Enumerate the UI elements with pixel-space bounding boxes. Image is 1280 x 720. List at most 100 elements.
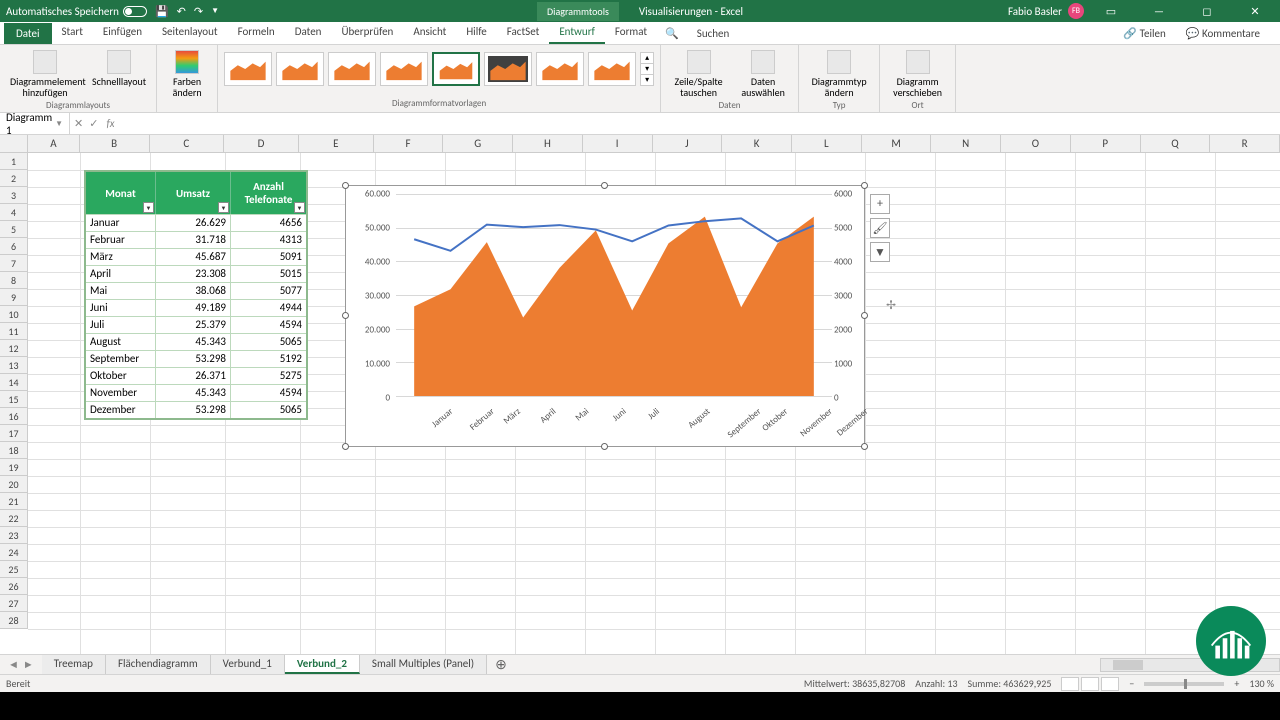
plot-area[interactable] — [396, 194, 832, 396]
col-header-P[interactable]: P — [1071, 135, 1141, 152]
chart-style-7[interactable] — [536, 52, 584, 86]
search-icon[interactable]: 🔍 — [657, 23, 687, 44]
maximize-button[interactable]: ◻ — [1186, 0, 1228, 22]
sheet-tab-small-multiples--panel-[interactable]: Small Multiples (Panel) — [360, 655, 487, 674]
add-chart-element-button[interactable]: Diagrammelement hinzufügen — [6, 48, 84, 100]
row-header-21[interactable]: 21 — [0, 493, 28, 510]
share-button[interactable]: 🔗 Teilen — [1113, 23, 1175, 44]
table-header-2[interactable]: Anzahl Telefonate▼ — [231, 172, 306, 214]
col-header-L[interactable]: L — [792, 135, 862, 152]
page-layout-view-button[interactable] — [1081, 677, 1099, 691]
col-header-N[interactable]: N — [931, 135, 1001, 152]
ribbon-options-icon[interactable]: ▭ — [1090, 0, 1132, 22]
chart-style-4[interactable] — [380, 52, 428, 86]
table-row[interactable]: April23.3085015 — [86, 265, 306, 282]
row-header-7[interactable]: 7 — [0, 255, 28, 272]
menu-tab-einfügen[interactable]: Einfügen — [93, 21, 152, 44]
autosave-toggle[interactable]: Automatisches Speichern — [6, 5, 147, 18]
row-header-24[interactable]: 24 — [0, 544, 28, 561]
row-header-8[interactable]: 8 — [0, 272, 28, 289]
select-data-button[interactable]: Daten auswählen — [734, 48, 792, 100]
file-tab[interactable]: Datei — [4, 23, 52, 44]
chart-elements-button[interactable]: + — [870, 194, 890, 214]
menu-tab-ansicht[interactable]: Ansicht — [403, 21, 456, 44]
change-colors-button[interactable]: Farben ändern — [163, 48, 211, 111]
chart-filter-button[interactable]: ▼ — [870, 242, 890, 262]
table-row[interactable]: Februar31.7184313 — [86, 231, 306, 248]
table-row[interactable]: Juni49.1894944 — [86, 299, 306, 316]
sheet-tab-treemap[interactable]: Treemap — [42, 655, 106, 674]
col-header-I[interactable]: I — [583, 135, 653, 152]
row-header-10[interactable]: 10 — [0, 306, 28, 323]
row-header-16[interactable]: 16 — [0, 408, 28, 425]
filter-icon[interactable]: ▼ — [294, 202, 305, 213]
menu-tab-format[interactable]: Format — [605, 21, 657, 44]
table-row[interactable]: Mai38.0685077 — [86, 282, 306, 299]
chart-style-2[interactable] — [276, 52, 324, 86]
row-header-3[interactable]: 3 — [0, 187, 28, 204]
filter-icon[interactable]: ▼ — [143, 202, 154, 213]
page-break-view-button[interactable] — [1101, 677, 1119, 691]
col-header-B[interactable]: B — [80, 135, 150, 152]
col-header-H[interactable]: H — [513, 135, 583, 152]
redo-icon[interactable]: ↷ — [194, 5, 203, 18]
tab-nav-next-icon[interactable]: ► — [23, 658, 34, 671]
col-header-D[interactable]: D — [224, 135, 299, 152]
row-header-27[interactable]: 27 — [0, 595, 28, 612]
table-row[interactable]: Dezember53.2985065 — [86, 401, 306, 418]
filter-icon[interactable]: ▼ — [218, 202, 229, 213]
chart-styles-button[interactable]: 🖌 — [870, 218, 890, 238]
row-header-23[interactable]: 23 — [0, 527, 28, 544]
menu-tab-entwurf[interactable]: Entwurf — [549, 21, 605, 44]
chart-style-8[interactable] — [588, 52, 636, 86]
row-header-28[interactable]: 28 — [0, 612, 28, 629]
row-header-17[interactable]: 17 — [0, 425, 28, 442]
sheet-tab-verbund-1[interactable]: Verbund_1 — [211, 655, 285, 674]
col-header-C[interactable]: C — [150, 135, 225, 152]
col-header-K[interactable]: K — [722, 135, 792, 152]
col-header-G[interactable]: G — [443, 135, 513, 152]
table-row[interactable]: Oktober26.3715275 — [86, 367, 306, 384]
chart-style-3[interactable] — [328, 52, 376, 86]
change-chart-type-button[interactable]: Diagrammtyp ändern — [805, 48, 873, 100]
menu-tab-factset[interactable]: FactSet — [497, 21, 550, 44]
row-header-4[interactable]: 4 — [0, 204, 28, 221]
move-chart-button[interactable]: Diagramm verschieben — [886, 48, 949, 100]
row-header-9[interactable]: 9 — [0, 289, 28, 306]
undo-icon[interactable]: ↶ — [177, 5, 186, 18]
table-row[interactable]: November45.3434594 — [86, 384, 306, 401]
row-header-2[interactable]: 2 — [0, 170, 28, 187]
user-avatar[interactable]: FB — [1068, 3, 1084, 19]
zoom-out-button[interactable]: − — [1129, 677, 1134, 690]
table-header-1[interactable]: Umsatz▼ — [156, 172, 231, 214]
table-row[interactable]: Juli25.3794594 — [86, 316, 306, 333]
table-row[interactable]: Januar26.6294656 — [86, 214, 306, 231]
menu-tab-überprüfen[interactable]: Überprüfen — [331, 21, 403, 44]
col-header-F[interactable]: F — [374, 135, 444, 152]
chart-style-5[interactable] — [432, 52, 480, 86]
close-button[interactable]: ✕ — [1234, 0, 1276, 22]
chart-styles-gallery[interactable]: ▴▾▾ — [224, 48, 654, 86]
menu-tab-hilfe[interactable]: Hilfe — [456, 21, 496, 44]
menu-tab-daten[interactable]: Daten — [285, 21, 332, 44]
menu-tab-start[interactable]: Start — [52, 21, 93, 44]
row-header-1[interactable]: 1 — [0, 153, 28, 170]
sheet-tab-verbund-2[interactable]: Verbund_2 — [285, 655, 360, 674]
table-row[interactable]: September53.2985192 — [86, 350, 306, 367]
switch-row-col-button[interactable]: Zeile/Spalte tauschen — [667, 48, 730, 100]
row-header-25[interactable]: 25 — [0, 561, 28, 578]
normal-view-button[interactable] — [1061, 677, 1079, 691]
sheet-tab-fl-chendiagramm[interactable]: Flächendiagramm — [106, 655, 211, 674]
row-header-11[interactable]: 11 — [0, 323, 28, 340]
search-label[interactable]: Suchen — [687, 23, 740, 44]
row-header-19[interactable]: 19 — [0, 459, 28, 476]
row-header-5[interactable]: 5 — [0, 221, 28, 238]
col-header-O[interactable]: O — [1001, 135, 1071, 152]
row-header-26[interactable]: 26 — [0, 578, 28, 595]
table-row[interactable]: März45.6875091 — [86, 248, 306, 265]
col-header-R[interactable]: R — [1210, 135, 1280, 152]
tab-nav-prev-icon[interactable]: ◄ — [8, 658, 19, 671]
zoom-level[interactable]: 130 % — [1249, 677, 1274, 690]
add-sheet-button[interactable]: ⊕ — [487, 656, 515, 673]
select-all-button[interactable] — [0, 135, 28, 153]
